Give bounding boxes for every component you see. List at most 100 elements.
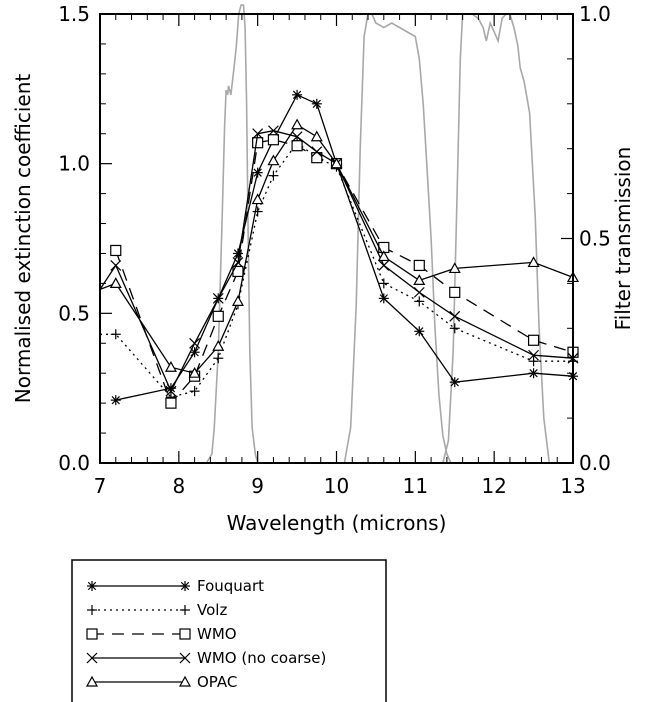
x-tick-label: 9 (251, 474, 264, 498)
legend-marker (180, 605, 190, 615)
y2-tick-label: 1.0 (579, 2, 611, 26)
filter-curve-3 (442, 13, 551, 464)
data-point (311, 152, 323, 164)
x-tick-label: 8 (172, 474, 185, 498)
data-point (413, 274, 426, 286)
x-tick-label: 12 (481, 474, 506, 498)
x-tick-label: 10 (324, 474, 349, 498)
data-point (165, 385, 177, 397)
data-point (528, 349, 540, 361)
y-axis-title: Normalised extinction coefficient (11, 74, 35, 404)
data-point (252, 167, 263, 178)
legend-entry: Fouquart (87, 577, 264, 595)
series-wmo (110, 134, 579, 409)
series-line (100, 141, 573, 398)
data-point (527, 334, 540, 346)
legend-marker (86, 652, 98, 664)
data-point (164, 360, 177, 372)
data-point (291, 118, 304, 130)
data-point (449, 286, 461, 298)
data-point (413, 286, 425, 298)
data-point (377, 250, 390, 262)
legend-label: Fouquart (197, 577, 264, 595)
data-point (110, 329, 121, 340)
data-point (189, 347, 200, 358)
data-point (268, 125, 279, 137)
legend-entry: Volz (87, 601, 227, 619)
data-point (165, 397, 177, 409)
data-point (231, 295, 244, 306)
filter-transmission-curves (205, 4, 551, 464)
y-tick-label: 0.0 (58, 451, 90, 475)
legend-marker (179, 652, 191, 664)
series-line (115, 93, 574, 401)
legend-marker (178, 675, 192, 687)
legend-marker (180, 581, 190, 591)
data-point (527, 256, 540, 268)
x-tick-label: 13 (560, 474, 585, 498)
data-point (212, 292, 224, 304)
series-line (99, 130, 574, 393)
data-point (110, 260, 122, 271)
legend-label: WMO (no coarse) (197, 649, 326, 667)
y2-tick-label: 0.5 (579, 227, 611, 251)
data-point (232, 257, 244, 268)
data-point (292, 89, 303, 100)
y2-tick-label: 0.0 (579, 451, 611, 475)
data-point (330, 157, 343, 169)
legend-marker (87, 605, 97, 615)
legend-entry: WMO (86, 625, 237, 643)
data-point (109, 277, 122, 288)
data-point (291, 131, 303, 143)
data-point (414, 296, 425, 307)
legend-marker (86, 628, 98, 640)
data-point (212, 340, 225, 351)
data-point (449, 323, 460, 334)
legend: Fouquart Volz WMO WMO (no coarse) OPAC (71, 559, 387, 702)
data-series (99, 89, 580, 409)
data-point (267, 134, 280, 146)
legend-marker (85, 675, 99, 687)
data-point (413, 259, 425, 272)
data-point (110, 395, 121, 406)
legend-entries: Fouquart Volz WMO WMO (no coarse) OPAC (85, 577, 326, 691)
legend-label: WMO (197, 625, 237, 643)
y-tick-label: 1.0 (58, 152, 90, 176)
data-point (251, 193, 264, 205)
data-point (188, 366, 201, 378)
data-point (528, 356, 539, 367)
data-point (378, 293, 389, 304)
axis-ticks: 7 8 9 10 11 12 130.00.51.01.50.00.51.0 (58, 2, 611, 498)
data-point (311, 146, 323, 158)
series-opac (99, 118, 580, 378)
x-tick-label: 11 (403, 474, 428, 498)
data-point (252, 128, 264, 140)
data-point (110, 244, 122, 257)
data-point (252, 206, 263, 217)
data-point (189, 386, 200, 397)
y-tick-label: 1.5 (58, 2, 90, 26)
data-point (189, 337, 201, 349)
series-line (99, 123, 574, 374)
legend-marker (87, 581, 97, 591)
data-point (378, 278, 389, 289)
data-point (232, 248, 243, 259)
legend-box (71, 559, 387, 702)
data-point (311, 98, 322, 109)
data-point (252, 137, 264, 149)
filter-curve-1 (205, 4, 260, 464)
legend-label: OPAC (197, 673, 237, 691)
legend-label: Volz (197, 601, 227, 619)
legend-entry: OPAC (85, 673, 237, 691)
data-point (213, 353, 224, 364)
data-point (267, 154, 280, 166)
x-tick-label: 7 (94, 474, 107, 498)
data-point (212, 310, 224, 322)
data-point (449, 377, 460, 388)
data-point (414, 326, 425, 337)
data-point (448, 262, 461, 274)
series-fouquart (110, 89, 578, 406)
data-point (449, 310, 461, 322)
filter-curve-2 (343, 13, 452, 464)
